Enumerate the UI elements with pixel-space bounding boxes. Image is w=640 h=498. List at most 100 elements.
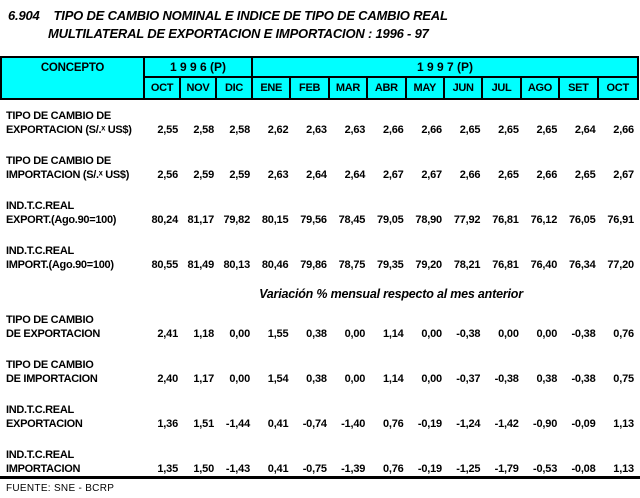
value-cell: -0,90 <box>533 418 558 430</box>
concept-row: IND.T.C.REAL IMPORTACION 1,35 1,50 -1,43 0,41… <box>0 448 640 476</box>
value-cell: 76,05 <box>568 214 596 226</box>
value-cell: 79,05 <box>377 214 404 226</box>
month-header: NOV <box>181 78 217 98</box>
value-cell: 1,14 <box>382 328 404 340</box>
value-cell: 2,40 <box>157 373 178 385</box>
value-cell: 0,00 <box>229 373 250 385</box>
value-cell: 0,00 <box>421 373 442 385</box>
value-cell: 2,66 <box>536 169 558 181</box>
value-cell: 79,82 <box>223 214 250 226</box>
table-number: 6.904 <box>8 8 40 23</box>
value-cell: -0,38 <box>456 328 481 340</box>
value-cell: 0,76 <box>613 328 634 340</box>
value-cell: 2,67 <box>421 169 442 181</box>
concept-label-line: IMPORT.(Ago.90=100) <box>6 259 114 271</box>
value-cell: 2,66 <box>421 124 442 136</box>
value-cell: 0,76 <box>382 418 404 430</box>
concept-label-line: TIPO DE CAMBIO <box>6 314 94 326</box>
value-cell: 1,18 <box>193 328 214 340</box>
concept-row: IND.T.C.REAL EXPORTACION 1,36 1,51 -1,44 0,41… <box>0 403 640 431</box>
value-cell: 80,46 <box>261 259 289 271</box>
concept-label-line: IMPORTACION <box>6 463 81 475</box>
value-cell: 2,64 <box>344 169 366 181</box>
value-cell: 80,15 <box>261 214 289 226</box>
year-1996-header: 1 9 9 6 (P) <box>145 58 253 78</box>
value-cell: -0,37 <box>456 373 481 385</box>
month-header: MAR <box>330 78 369 98</box>
concept-label: TIPO DE CAMBIO DE IMPORTACION <box>0 358 145 386</box>
value-cell: 2,62 <box>267 124 289 136</box>
concept-label-line: TIPO DE CAMBIO DE <box>6 155 111 167</box>
value-cell: -1,44 <box>225 418 250 430</box>
concept-label: TIPO DE CAMBIO DE EXPORTACION <box>0 313 145 341</box>
source-note: FUENTE: SNE - BCRP <box>6 483 115 494</box>
value-cell: -0,53 <box>533 463 558 475</box>
value-cell: -0,38 <box>571 373 596 385</box>
value-cell: 2,58 <box>193 124 214 136</box>
value-cell: 0,38 <box>536 373 558 385</box>
value-cell: 0,38 <box>306 328 327 340</box>
value-cell: 2,65 <box>498 124 519 136</box>
value-cell: -1,79 <box>494 463 519 475</box>
value-cell: 2,59 <box>193 169 214 181</box>
value-cell: 78,21 <box>453 259 481 271</box>
value-cell: 76,34 <box>568 259 596 271</box>
value-cell: 0,00 <box>344 373 366 385</box>
value-cell: 2,64 <box>306 169 327 181</box>
value-cell: 2,66 <box>613 124 634 136</box>
value-cell: 0,41 <box>267 418 289 430</box>
value-cell: 2,65 <box>536 124 558 136</box>
value-cell: 2,63 <box>306 124 327 136</box>
concept-row: TIPO DE CAMBIO DE EXPORTACION 2,41 1,18 0,00… <box>0 313 640 341</box>
concept-label-line: EXPORTACION <box>6 418 83 430</box>
value-cell: 1,50 <box>193 463 214 475</box>
value-cell: 2,66 <box>459 169 481 181</box>
value-cell: -0,38 <box>571 328 596 340</box>
concept-row: TIPO DE CAMBIO DE IMPORTACION 2,40 1,17 0,00… <box>0 358 640 386</box>
value-cell: 2,65 <box>459 124 481 136</box>
value-cell: 1,13 <box>613 463 634 475</box>
value-cell: 2,63 <box>344 124 366 136</box>
concept-row: TIPO DE CAMBIO DE IMPORTACION (S/.ˣ US$) 2… <box>0 154 640 182</box>
concept-label: IND.T.C.REAL IMPORTACION <box>0 448 145 476</box>
value-cell: 78,90 <box>415 214 442 226</box>
value-cell: 81,49 <box>187 259 214 271</box>
value-cell: 1,13 <box>613 418 634 430</box>
value-cell: 0,76 <box>382 463 404 475</box>
value-cell: 2,67 <box>382 169 404 181</box>
month-header: ABR <box>368 78 407 98</box>
value-cell: -0,74 <box>302 418 327 430</box>
month-header: AGO <box>522 78 561 98</box>
value-cell: -1,42 <box>494 418 519 430</box>
year-1997-header: 1 9 9 7 (P) <box>253 58 637 78</box>
value-cell: -0,08 <box>571 463 596 475</box>
value-cell: 77,20 <box>607 259 634 271</box>
concept-label: IND.T.C.REAL IMPORT.(Ago.90=100) <box>0 244 145 272</box>
concept-label-line: EXPORT.(Ago.90=100) <box>6 214 117 226</box>
value-cell: 76,91 <box>607 214 634 226</box>
value-cell: -0,19 <box>417 418 442 430</box>
concept-label: IND.T.C.REAL EXPORTACION <box>0 403 145 431</box>
value-cell: 2,63 <box>267 169 289 181</box>
value-cell: 79,20 <box>415 259 442 271</box>
concept-label-line: IND.T.C.REAL <box>6 449 74 461</box>
month-header: FEB <box>291 78 330 98</box>
title-text-1: TIPO DE CAMBIO NOMINAL E INDICE DE TIPO … <box>53 8 448 23</box>
month-header: SET <box>560 78 599 98</box>
value-cell: 1,14 <box>382 373 404 385</box>
concept-label-line: IND.T.C.REAL <box>6 245 74 257</box>
value-cell: 81,17 <box>187 214 214 226</box>
variation-section-title: Variación % mensual respecto al mes ante… <box>259 287 523 301</box>
month-header: ENE <box>253 78 292 98</box>
value-cell: 1,35 <box>157 463 178 475</box>
value-cell: 2,66 <box>382 124 404 136</box>
value-cell: -0,09 <box>571 418 596 430</box>
month-header: OCT <box>145 78 181 98</box>
title-line-2: MULTILATERAL DE EXPORTACION E IMPORTACIO… <box>48 26 429 41</box>
concept-label-line: DE EXPORTACION <box>6 328 100 340</box>
concept-row: IND.T.C.REAL EXPORT.(Ago.90=100) 80,24 81,1… <box>0 199 640 227</box>
value-cell: 80,55 <box>151 259 178 271</box>
value-cell: 0,75 <box>613 373 634 385</box>
value-cell: 77,92 <box>453 214 481 226</box>
value-cell: 0,00 <box>498 328 519 340</box>
